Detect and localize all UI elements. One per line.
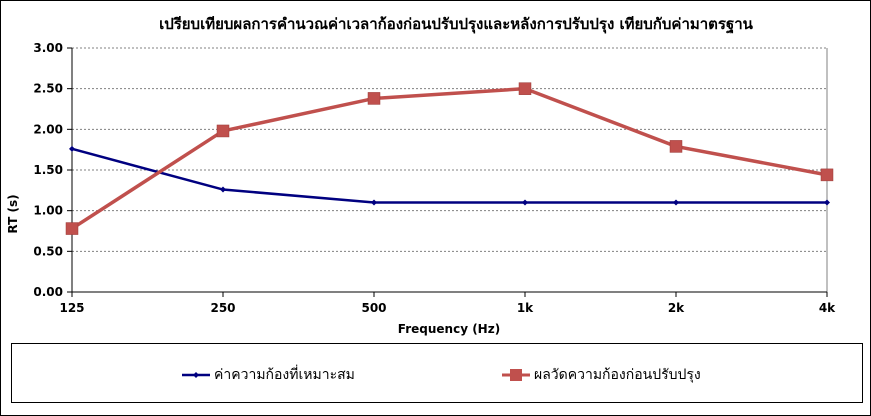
series-1-point xyxy=(824,199,830,206)
chart-svg: เปรียบเทียบผลการคำนวณค่าเวลาก้องก่อนปรับ… xyxy=(6,15,836,336)
grid-lines xyxy=(72,47,828,292)
legend-swatch-series-1 xyxy=(182,372,210,378)
y-tick-label: 2.00 xyxy=(33,122,63,136)
x-tick-label: 1k xyxy=(517,301,534,315)
series-2-point xyxy=(65,222,79,235)
series-2-point xyxy=(216,124,230,138)
legend: ค่าความก้องที่เหมาะสม ผลวัดความก้องก่อนป… xyxy=(11,343,863,403)
series-2-point xyxy=(669,140,683,153)
x-tick-label: 125 xyxy=(59,301,84,315)
x-tick-label: 500 xyxy=(361,301,386,315)
x-tick-label: 250 xyxy=(210,301,235,315)
y-tick-label: 0.00 xyxy=(33,285,63,299)
series-1-point xyxy=(673,199,679,206)
series-1-point xyxy=(522,199,528,206)
legend-label-series-2: ผลวัดความก้องก่อนปรับปรุง xyxy=(534,367,701,383)
series-1-point xyxy=(69,145,75,152)
chart-title: เปรียบเทียบผลการคำนวณค่าเวลาก้องก่อนปรับ… xyxy=(159,15,754,34)
series-2-point xyxy=(367,92,381,105)
legend-entry-series-2: ผลวัดความก้องก่อนปรับปรุง xyxy=(502,364,701,386)
x-tick-label: 4k xyxy=(819,301,836,315)
y-tick-label: 3.00 xyxy=(33,41,63,55)
axes xyxy=(67,47,828,297)
y-tick-label: 0.50 xyxy=(33,244,63,258)
legend-entry-series-1: ค่าความก้องที่เหมาะสม xyxy=(182,364,355,386)
series-2-point xyxy=(518,82,532,95)
y-tick-label: 2.50 xyxy=(33,82,63,96)
tick-labels: 0.00 0.50 1.00 1.50 2.00 2.50 3.00 125 250 500 1k 2… xyxy=(33,41,836,315)
x-axis-label: Frequency (Hz) xyxy=(398,322,500,336)
x-tick-label: 2k xyxy=(668,301,685,315)
y-tick-label: 1.00 xyxy=(33,204,63,218)
legend-swatch-series-2 xyxy=(502,369,530,381)
series-line-2 xyxy=(71,86,828,231)
series-line-1 xyxy=(71,147,827,204)
y-tick-label: 1.50 xyxy=(33,163,63,177)
series-1-point xyxy=(371,199,377,206)
legend-label-series-1: ค่าความก้องที่เหมาะสม xyxy=(214,367,355,383)
series-group xyxy=(65,82,834,235)
series-1-point xyxy=(220,186,226,193)
series-2-point xyxy=(820,168,834,182)
y-axis-label: RT (s) xyxy=(6,194,20,233)
